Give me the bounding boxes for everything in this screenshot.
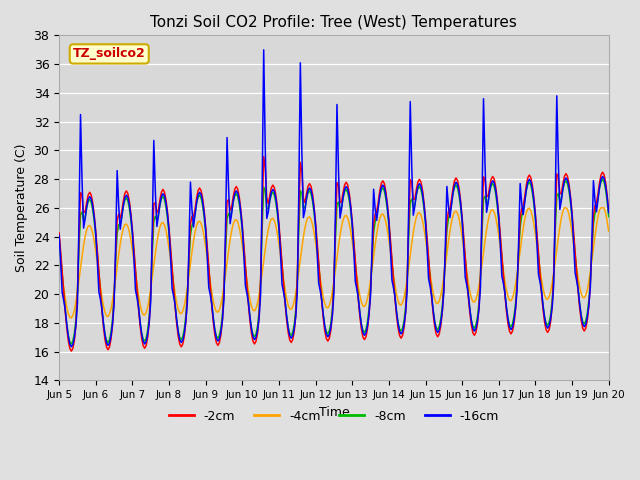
-16cm bbox=[402, 310, 410, 315]
Line: -2cm: -2cm bbox=[59, 156, 609, 351]
Line: -16cm: -16cm bbox=[59, 50, 609, 347]
-4cm bbox=[540, 286, 547, 291]
Title: Tonzi Soil CO2 Profile: Tree (West) Temperatures: Tonzi Soil CO2 Profile: Tree (West) Temp… bbox=[150, 15, 517, 30]
-16cm bbox=[68, 344, 76, 350]
-4cm bbox=[400, 294, 408, 300]
-8cm bbox=[68, 341, 76, 347]
-16cm bbox=[371, 206, 379, 212]
-16cm bbox=[541, 315, 548, 321]
-2cm bbox=[605, 209, 612, 215]
X-axis label: Time: Time bbox=[319, 406, 349, 419]
-8cm bbox=[400, 317, 408, 323]
-4cm bbox=[55, 250, 63, 256]
-2cm bbox=[68, 348, 76, 354]
-8cm bbox=[370, 230, 378, 236]
-8cm bbox=[599, 177, 607, 182]
-8cm bbox=[605, 214, 612, 219]
-16cm bbox=[390, 285, 397, 290]
-4cm bbox=[561, 205, 568, 211]
-2cm bbox=[72, 322, 80, 327]
-4cm bbox=[68, 315, 76, 321]
-4cm bbox=[388, 260, 396, 266]
-16cm bbox=[55, 232, 63, 238]
-2cm bbox=[390, 277, 397, 283]
-8cm bbox=[159, 194, 167, 200]
Legend: -2cm, -4cm, -8cm, -16cm: -2cm, -4cm, -8cm, -16cm bbox=[164, 405, 504, 428]
-4cm bbox=[605, 228, 612, 234]
-2cm bbox=[260, 154, 268, 159]
-16cm bbox=[159, 191, 167, 197]
Text: TZ_soilco2: TZ_soilco2 bbox=[73, 48, 146, 60]
-8cm bbox=[72, 316, 80, 322]
-4cm bbox=[370, 254, 378, 260]
-2cm bbox=[55, 230, 63, 236]
-8cm bbox=[55, 235, 63, 241]
-2cm bbox=[371, 211, 379, 217]
-8cm bbox=[540, 303, 547, 309]
-2cm bbox=[541, 319, 548, 325]
-16cm bbox=[260, 47, 268, 53]
-4cm bbox=[159, 220, 167, 226]
-4cm bbox=[72, 299, 80, 305]
Line: -8cm: -8cm bbox=[59, 180, 609, 344]
-16cm bbox=[605, 210, 612, 216]
-8cm bbox=[388, 259, 396, 264]
-2cm bbox=[402, 309, 410, 314]
Y-axis label: Soil Temperature (C): Soil Temperature (C) bbox=[15, 144, 28, 272]
-16cm bbox=[72, 323, 80, 328]
-2cm bbox=[159, 187, 167, 192]
Line: -4cm: -4cm bbox=[59, 208, 609, 318]
